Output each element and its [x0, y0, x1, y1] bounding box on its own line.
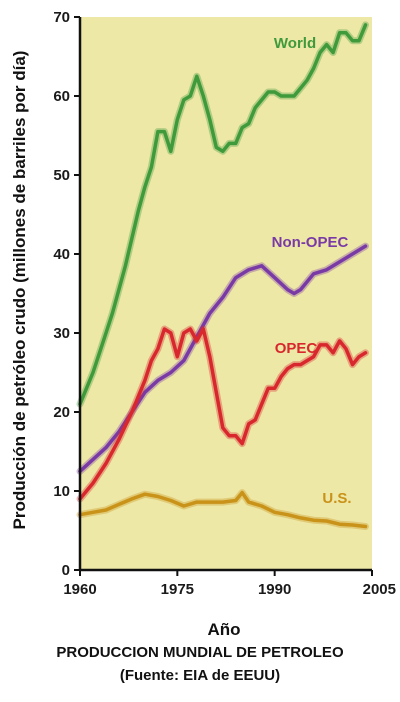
y-tick-label: 10 [53, 483, 70, 500]
y-tick-label: 0 [62, 562, 70, 579]
y-tick-label: 70 [53, 9, 70, 26]
series-layer: World Non-OPEC OPEC U.S. [76, 21, 369, 530]
y-tick-label: 30 [53, 325, 70, 342]
series-label: World [274, 35, 316, 52]
series-label: Non-OPEC [272, 234, 349, 251]
series-line-opec [78, 327, 368, 501]
series-line-world [78, 23, 368, 406]
ticks-layer: 0 10 20 30 40 50 60 70 1960 1975 1990 2005 [53, 9, 396, 598]
y-tick-label: 60 [53, 88, 70, 105]
chart-source: (Fuente: EIA de EEUU) [119, 667, 281, 684]
series-line-u-s [78, 490, 368, 529]
x-tick-label: 1975 [161, 581, 194, 598]
y-tick-label: 20 [53, 404, 70, 421]
x-tick-label: 2005 [363, 581, 396, 598]
x-tick-label: 1990 [258, 581, 291, 598]
x-axis-title: Año [207, 620, 240, 639]
y-tick-label: 40 [53, 246, 70, 263]
y-axis-title: Producción de petróleo crudo (millones d… [10, 51, 29, 530]
series-label: OPEC [275, 340, 318, 357]
y-tick-label: 50 [53, 167, 70, 184]
oil-production-chart: World Non-OPEC OPEC U.S. 0 10 20 30 40 50 60 70 196… [10, 9, 396, 639]
chart-title: PRODUCCION MUNDIAL DE PETROLEO [56, 644, 344, 661]
series-label: U.S. [322, 490, 351, 507]
x-tick-label: 1960 [63, 581, 96, 598]
